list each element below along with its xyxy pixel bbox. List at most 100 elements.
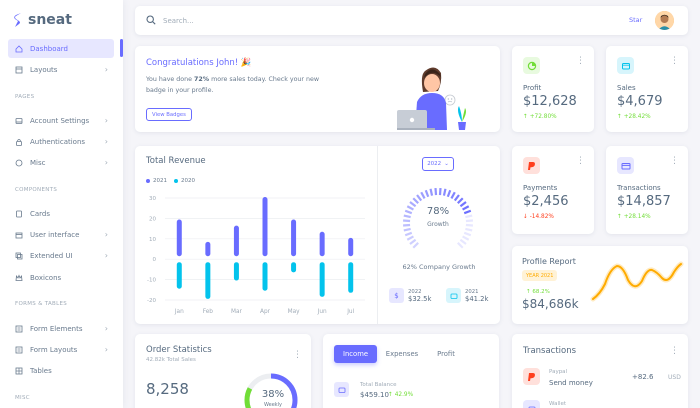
sidebar-item-extended-ui[interactable]: Extended UI › (8, 246, 114, 265)
detail-icon (15, 325, 23, 333)
cube-icon (15, 159, 23, 167)
sidebar-item-form-layouts[interactable]: Form Layouts › (8, 340, 114, 359)
sidebar-item-label: User interface (30, 230, 80, 239)
sidebar-item-label: Dashboard (30, 44, 68, 53)
profile-report-change: ↑ 68.2% (526, 289, 550, 295)
gauge-tick (404, 231, 413, 237)
menu-header-components: COMPONENTS (15, 187, 58, 193)
sidebar-item-form-elements[interactable]: Form Elements › (8, 319, 114, 338)
bar-2020-Mar (233, 262, 239, 281)
gauge-tick (453, 194, 460, 202)
gauge-tick (404, 209, 413, 215)
gauge-tick (412, 242, 419, 249)
view-badges-button[interactable]: View Badges (146, 108, 192, 121)
sidebar-item-account-settings[interactable]: Account Settings › (8, 111, 114, 130)
gauge-tick (409, 201, 417, 208)
bar-2021-May (291, 219, 297, 257)
arrow-down-icon: ↓ (523, 214, 528, 220)
arrow-up-icon: ↑ (388, 392, 393, 398)
sidebar-item-dashboard[interactable]: Dashboard (8, 39, 114, 58)
chevron-right-icon: › (104, 116, 108, 125)
growth-gauge (403, 188, 473, 249)
sidebar-item-label: Account Settings (30, 116, 90, 125)
more-icon[interactable]: ⋮ (293, 350, 302, 360)
total-balance-value: $459.10 (360, 391, 389, 399)
more-icon[interactable]: ⋮ (670, 346, 679, 356)
chevron-right-icon: › (104, 345, 108, 354)
chevron-right-icon: › (104, 324, 108, 333)
legend-dot-icon (146, 179, 150, 183)
mini-stat-2021: 2021 $41.2k (446, 288, 488, 303)
sidebar-item-authentications[interactable]: Authentications › (8, 132, 114, 151)
total-balance-change: ↑ 42.9% (388, 392, 413, 398)
y-tick-label: 0 (153, 257, 157, 263)
sales-value: $4,679 (617, 94, 663, 109)
sidebar-item-user-interface[interactable]: User interface › (8, 225, 114, 244)
brand[interactable]: sneat (13, 12, 72, 28)
gauge-tick (459, 238, 467, 245)
gauge-tick (463, 209, 472, 215)
gauge-tick (409, 238, 417, 245)
active-indicator (120, 39, 123, 57)
menu-header-pages: PAGES (15, 94, 35, 100)
gauge-ticks (403, 188, 473, 249)
bar-2021-Jan (176, 219, 182, 257)
dock-icon (15, 117, 23, 125)
sales-label: Sales (617, 84, 636, 92)
table-icon (15, 367, 23, 375)
chevron-right-icon: › (104, 137, 108, 146)
mini-year: 2022 (408, 288, 422, 295)
sales-card: ⋮ Sales $4,679 ↑ +28.42% (606, 46, 688, 132)
payments-change-value: -14.82% (529, 214, 554, 220)
mini-value: $41.2k (465, 294, 489, 303)
avatar[interactable] (655, 11, 674, 30)
top-navbar: Star (135, 6, 688, 35)
tab-expenses[interactable]: Expenses (385, 350, 419, 358)
transactions-change-value: +28.14% (623, 214, 651, 220)
man-with-laptop-illustration (397, 67, 466, 130)
more-icon[interactable]: ⋮ (670, 56, 679, 66)
legend-2020: 2020 (174, 178, 195, 184)
gauge-tick (420, 191, 426, 199)
search-input[interactable] (163, 14, 363, 27)
profile-report-title: Profile Report (522, 257, 576, 266)
sidebar-item-tables[interactable]: Tables (8, 361, 114, 380)
sidebar-item-cards[interactable]: Cards (8, 204, 114, 223)
y-tick-label: 20 (149, 216, 156, 222)
bar-2020-Jun (319, 262, 325, 297)
gauge-tick (446, 189, 452, 198)
wallet-icon (446, 288, 461, 303)
total-balance-change-value: 42.9% (394, 392, 414, 398)
tab-profit[interactable]: Profit (437, 350, 455, 358)
gauge-tick (442, 188, 447, 196)
year-select[interactable]: 2022 ⌄ (422, 157, 454, 171)
gauge-tick (412, 197, 419, 204)
congrats-text: You have done 72% more sales today. Chec… (146, 74, 336, 96)
tab-income[interactable]: Income (334, 345, 377, 363)
transactions-value: $14,857 (617, 194, 671, 209)
sidebar-item-misc[interactable]: Misc › (8, 153, 114, 172)
more-icon[interactable]: ⋮ (576, 56, 585, 66)
gauge-tick (403, 214, 411, 219)
star-link[interactable]: Star (629, 16, 643, 24)
bar-2020-Apr (262, 262, 268, 291)
dollar-icon: $ (389, 288, 404, 303)
more-icon[interactable]: ⋮ (576, 156, 585, 166)
paypal-icon (523, 157, 540, 174)
divider (377, 146, 378, 324)
sidebar-item-layouts[interactable]: Layouts › (8, 60, 114, 79)
arrow-up-icon: ↑ (617, 114, 622, 120)
sidebar-item-boxicons[interactable]: Boxicons (8, 268, 114, 287)
income-card: Income Expenses Profit Total Balance $45… (323, 334, 499, 408)
sneat-logo-icon (14, 13, 21, 27)
sidebar-item-label: Form Layouts (30, 345, 78, 354)
payments-change: ↓ -14.82% (523, 214, 554, 220)
chevron-right-icon: › (104, 158, 108, 167)
year-badge: YEAR 2021 (522, 270, 558, 281)
transactions-title: Transactions (523, 346, 577, 356)
transactions-stat-card: ⋮ Transactions $14,857 ↑ +28.14% (606, 146, 688, 234)
sidebar-item-label: Extended UI (30, 251, 73, 260)
home-icon (15, 44, 23, 53)
more-icon[interactable]: ⋮ (670, 156, 679, 166)
search-icon[interactable] (146, 15, 156, 25)
